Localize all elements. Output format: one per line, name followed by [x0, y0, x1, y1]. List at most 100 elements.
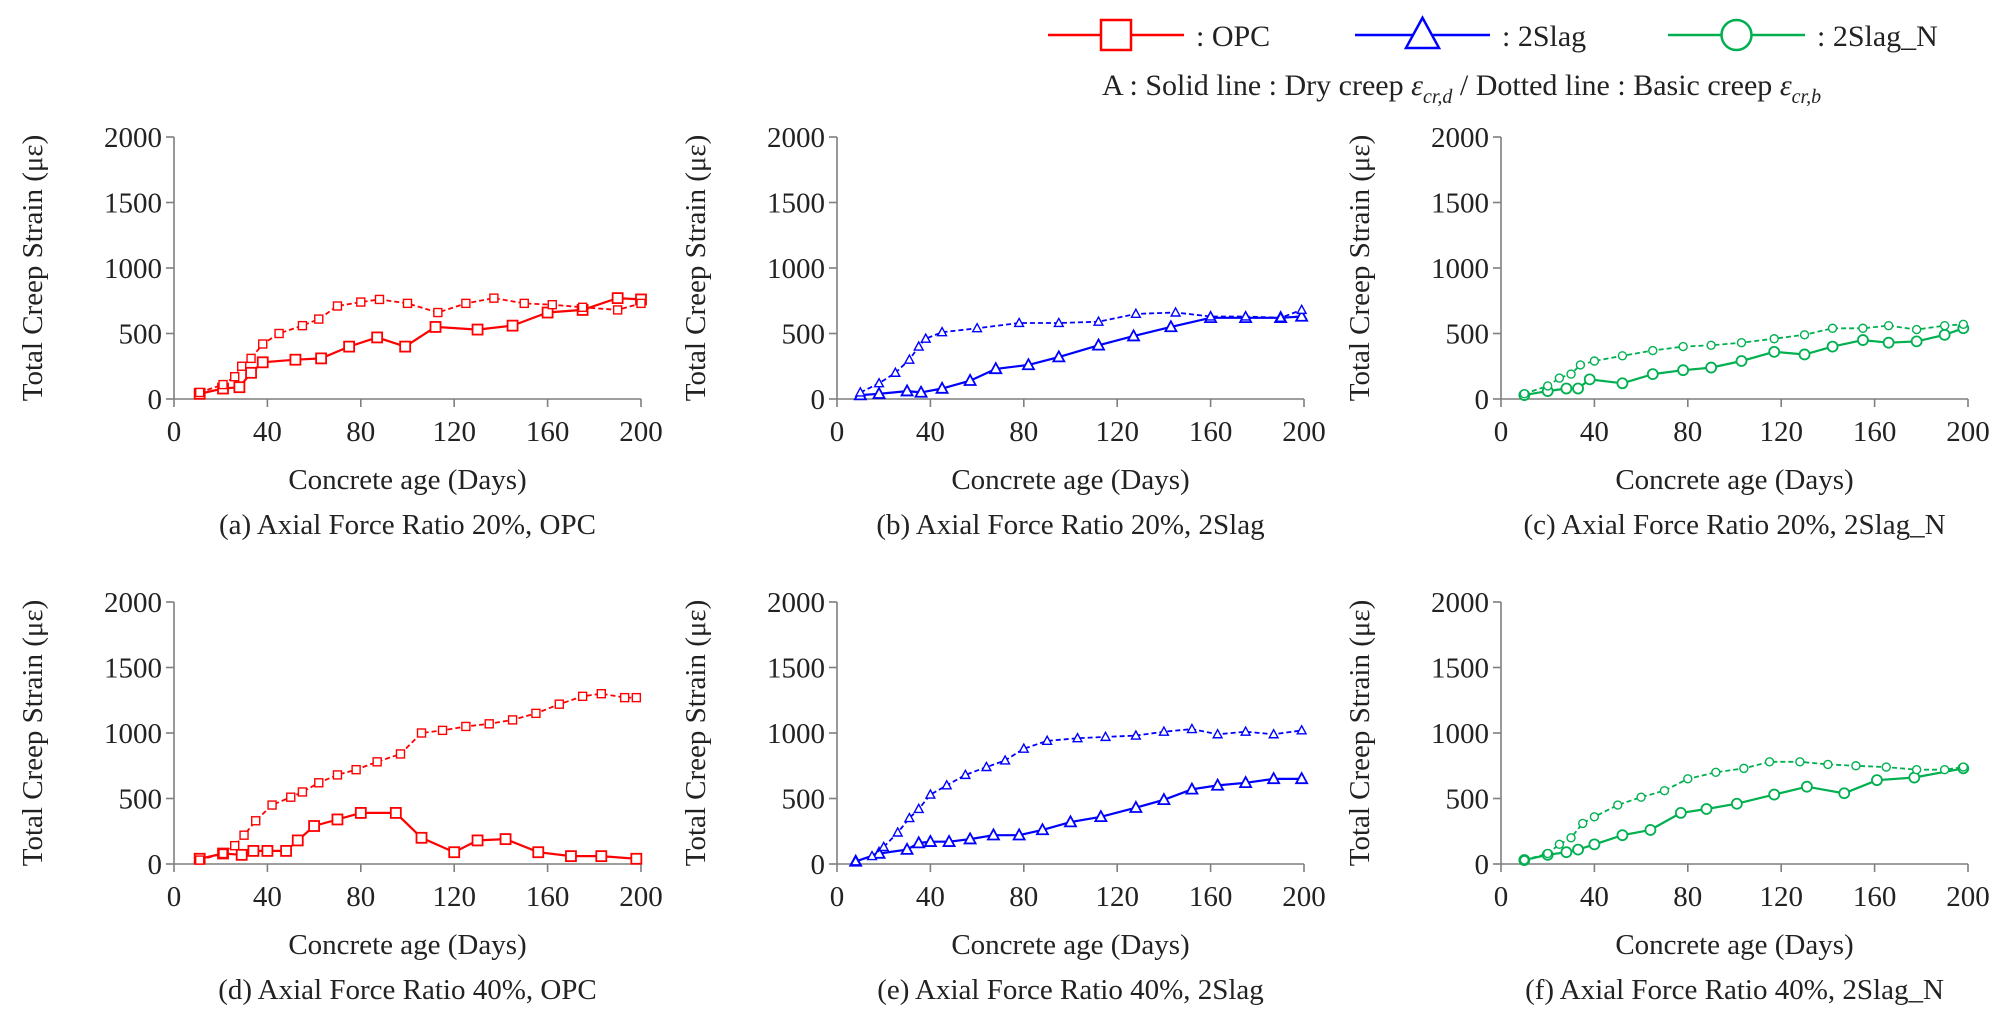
- data-point: [892, 826, 904, 837]
- series-dotted: [850, 723, 1308, 866]
- data-point: [1800, 780, 1813, 793]
- data-point: [1071, 732, 1084, 743]
- data-point: [1735, 355, 1748, 367]
- y-tick-label: 0: [811, 384, 826, 416]
- chart-panel-a: 0 500 1000 1500 2000 0 40 80 120 160 200 Concrete a…: [17, 122, 663, 541]
- y-tick-label: 0: [148, 849, 163, 881]
- data-point: [1053, 316, 1065, 328]
- y-tick-label: 2000: [104, 122, 162, 154]
- y-tick-label: 2000: [767, 587, 825, 619]
- legend-note-part: / Dotted line : Basic creep: [1452, 69, 1779, 102]
- data-point: [1542, 848, 1553, 859]
- series-line-dotted: [199, 297, 642, 394]
- data-point: [636, 298, 646, 309]
- data-point: [1674, 807, 1687, 819]
- data-point: [258, 339, 268, 349]
- data-point: [395, 749, 406, 759]
- y-axis-title: Total Creep Strain (με): [680, 600, 712, 866]
- data-point: [1063, 814, 1078, 828]
- x-axis-title: Concrete age (Days): [288, 464, 526, 496]
- data-point: [872, 845, 887, 859]
- data-point: [1013, 316, 1025, 328]
- x-tick-label: 200: [1282, 416, 1326, 448]
- x-tick-label: 0: [830, 416, 845, 448]
- data-point: [980, 761, 993, 772]
- data-point: [595, 850, 608, 863]
- legend-note-part: ε: [1411, 69, 1423, 102]
- data-point: [237, 361, 247, 371]
- x-tick-label: 200: [619, 416, 663, 448]
- x-tick-label: 200: [619, 881, 663, 913]
- data-point: [1939, 764, 1950, 775]
- data-point: [1184, 781, 1199, 795]
- y-tick-label: 1500: [767, 653, 825, 685]
- data-point: [1163, 319, 1178, 333]
- y-tick-label: 1000: [1431, 253, 1489, 285]
- data-point: [1566, 369, 1576, 379]
- data-point: [1881, 762, 1891, 772]
- data-point: [1616, 829, 1629, 842]
- y-tick-label: 500: [782, 319, 826, 351]
- data-point: [1156, 792, 1171, 806]
- data-point: [1958, 319, 1969, 330]
- data-point: [1572, 382, 1584, 395]
- x-axis-title: Concrete age (Days): [951, 929, 1189, 961]
- data-point: [1238, 775, 1253, 788]
- data-point: [461, 298, 471, 309]
- data-point: [351, 764, 361, 775]
- data-point: [297, 320, 308, 331]
- x-tick-label: 80: [1673, 881, 1702, 913]
- y-tick-label: 500: [119, 784, 163, 816]
- panel-caption: (a) Axial Force Ratio 20%, OPC: [219, 509, 596, 541]
- data-point: [963, 373, 978, 386]
- data-point: [506, 319, 519, 332]
- data-point: [1566, 833, 1576, 843]
- data-point: [988, 361, 1003, 375]
- data-point: [245, 366, 257, 379]
- data-point: [1678, 341, 1688, 352]
- data-point: [1575, 360, 1586, 370]
- data-point: [596, 689, 607, 699]
- x-tick-label: 80: [346, 416, 375, 448]
- data-point: [354, 807, 367, 819]
- y-tick-label: 500: [119, 319, 163, 351]
- legend-entry-circle: : 2Slag_N: [1668, 18, 1938, 53]
- data-point: [959, 768, 972, 780]
- data-point: [1021, 357, 1036, 371]
- data-point: [1768, 788, 1781, 801]
- data-point: [1560, 382, 1573, 395]
- data-point: [1093, 809, 1108, 823]
- data-point: [372, 757, 382, 767]
- y-tick-label: 2000: [767, 122, 825, 154]
- y-tick-label: 0: [148, 384, 163, 416]
- data-point: [1823, 759, 1833, 770]
- x-tick-label: 160: [526, 416, 570, 448]
- data-point: [429, 321, 442, 333]
- data-point: [1554, 839, 1565, 850]
- data-point: [519, 298, 529, 309]
- legend-triangle-marker: [1403, 15, 1442, 50]
- y-tick-label: 0: [1475, 384, 1490, 416]
- data-point: [1186, 723, 1198, 734]
- series-dotted: [1519, 757, 1969, 865]
- panel-caption: (d) Axial Force Ratio 40%, OPC: [218, 974, 597, 1006]
- x-tick-label: 80: [1673, 416, 1702, 448]
- data-point: [343, 340, 356, 353]
- y-tick-label: 1500: [1431, 188, 1489, 220]
- x-tick-label: 40: [916, 416, 945, 448]
- y-tick-label: 1500: [104, 653, 162, 685]
- data-point: [1646, 368, 1659, 381]
- data-point: [471, 834, 484, 847]
- panel-caption: (c) Axial Force Ratio 20%, 2Slag_N: [1523, 509, 1945, 541]
- series-solid: [1518, 762, 1970, 866]
- legend-note-part: cr,b: [1792, 86, 1821, 108]
- x-axis-title: Concrete age (Days): [951, 464, 1189, 496]
- chart-panel-c: 0 500 1000 1500 2000 0 40 80 120 160 200 Concrete a…: [1344, 122, 1990, 541]
- y-tick-label: 1500: [104, 188, 162, 220]
- data-point: [577, 302, 588, 312]
- data-point: [866, 850, 878, 861]
- x-tick-label: 160: [1189, 881, 1233, 913]
- x-tick-label: 40: [916, 881, 945, 913]
- data-point: [1519, 855, 1530, 865]
- data-point: [913, 802, 925, 814]
